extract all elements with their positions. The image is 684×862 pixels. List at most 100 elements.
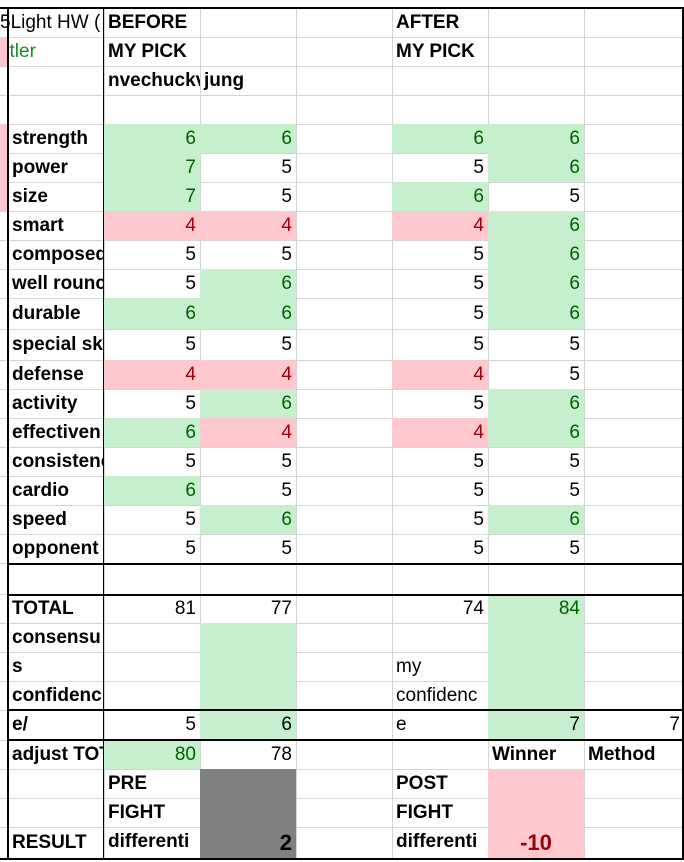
after-a-value[interactable]: 5 [473,333,484,355]
winner-header[interactable]: Winner [492,743,557,765]
after-b-value[interactable]: 6 [488,298,584,329]
stat-label[interactable]: power [12,156,68,178]
adjust-before-a[interactable]: 80 [104,740,200,769]
after-b-value[interactable]: 5 [569,479,580,501]
before-b-value[interactable]: 5 [281,537,292,559]
after-a-value[interactable]: 5 [473,243,484,265]
before-b-value[interactable]: 5 [281,156,292,178]
after-a-value[interactable]: 5 [473,479,484,501]
stat-label[interactable]: effectiven [12,421,101,443]
after-b-value[interactable]: 5 [569,185,580,207]
pre-fight-label[interactable]: PREFIGHTdifferential [104,769,200,858]
before-b-value[interactable]: 6 [200,389,296,418]
total-before-b[interactable]: 77 [270,597,292,619]
consensus-label[interactable]: consensu s confidenc e/ [8,623,104,740]
after-b-value[interactable]: 6 [488,211,584,240]
stat-label[interactable]: activity [12,392,78,414]
after-a-value[interactable]: 5 [473,537,484,559]
before-a-value[interactable]: 4 [104,360,200,389]
after-b-value[interactable]: 5 [569,363,580,385]
fighter-a-name[interactable]: nvechuckv [108,69,200,91]
after-b-value[interactable]: 6 [488,389,584,418]
header-left-sub[interactable]: stler [0,40,36,62]
after-b-value[interactable]: 6 [488,505,584,534]
adjust-total-label[interactable]: adjust TOT [12,743,104,765]
consensus-before-b-fill[interactable] [200,623,296,740]
stat-label[interactable]: composed [12,243,104,265]
before-b-value[interactable]: 6 [200,124,296,153]
stat-label[interactable]: opponent [12,537,99,559]
before-a-value[interactable]: 6 [104,298,200,329]
stat-label[interactable]: consistenc [12,450,104,472]
after-b-value[interactable]: 6 [488,418,584,447]
before-b-value[interactable]: 5 [281,243,292,265]
after-a-value[interactable]: 5 [473,508,484,530]
confidence-after-fill[interactable] [488,623,584,740]
stat-label[interactable]: durable [12,302,81,324]
before-a-value[interactable]: 5 [185,243,196,265]
stat-label[interactable]: strength [12,127,88,149]
stat-label[interactable]: defense [12,363,84,385]
stat-label[interactable]: special ski [12,333,104,355]
before-a-value[interactable]: 5 [185,537,196,559]
confidence-after-b[interactable]: 7 [569,714,580,735]
after-b-value[interactable]: 5 [569,537,580,559]
after-a-value[interactable]: 6 [392,124,488,153]
pre-fight-fill[interactable] [200,769,296,858]
before-b-value[interactable]: 5 [281,450,292,472]
after-a-value[interactable]: 5 [473,156,484,178]
before-a-value[interactable]: 5 [185,392,196,414]
pre-fight-value[interactable]: 2 [279,829,292,855]
after-a-value[interactable]: 6 [392,182,488,211]
after-header[interactable]: AFTER [396,11,460,33]
total-after-a[interactable]: 74 [462,597,484,619]
stat-label[interactable]: size [12,185,48,207]
before-b-value[interactable]: 5 [281,479,292,501]
total-label[interactable]: TOTAL [12,597,74,619]
after-b-value[interactable]: 6 [488,269,584,298]
adjust-before-b[interactable]: 78 [270,743,292,765]
after-a-value[interactable]: 5 [473,302,484,324]
before-b-value[interactable]: 4 [200,418,296,447]
post-fight-fill[interactable] [488,769,584,858]
before-b-value[interactable]: 6 [200,505,296,534]
before-a-value[interactable]: 5 [185,508,196,530]
before-b-value[interactable]: 5 [281,185,292,207]
before-a-value[interactable]: 6 [104,476,200,505]
header-left-label[interactable]: 5Light HW ( [0,11,101,33]
consensus-before-b[interactable]: 6 [281,714,292,735]
before-a-value[interactable]: 6 [104,418,200,447]
after-b-value[interactable]: 5 [569,450,580,472]
confidence-extra[interactable]: 7 [669,714,680,735]
after-b-value[interactable]: 6 [488,240,584,269]
after-a-value[interactable]: 5 [473,392,484,414]
result-label[interactable]: RESULT [12,831,87,853]
after-b-value[interactable]: 5 [569,333,580,355]
method-header[interactable]: Method [588,743,656,765]
after-subheader[interactable]: MY PICK [396,40,475,62]
fighter-b-name[interactable]: jung [204,69,245,91]
before-a-value[interactable]: 5 [185,272,196,294]
post-fight-label[interactable]: POSTFIGHTdifferential [392,769,488,858]
before-b-value[interactable]: 4 [200,360,296,389]
before-a-value[interactable]: 7 [104,182,200,211]
after-a-value[interactable]: 5 [473,450,484,472]
my-confidence-label[interactable]: my confidenc e [392,652,488,740]
stat-label[interactable]: cardio [12,479,70,501]
stat-label[interactable]: speed [12,508,67,530]
before-a-value[interactable]: 7 [104,153,200,182]
after-b-value[interactable]: 6 [488,153,584,182]
after-a-value[interactable]: 4 [392,418,488,447]
before-a-value[interactable]: 6 [104,124,200,153]
before-a-value[interactable]: 4 [104,211,200,240]
before-b-value[interactable]: 6 [200,298,296,329]
total-after-b[interactable]: 84 [488,594,584,623]
before-a-value[interactable]: 5 [185,450,196,472]
post-fight-value[interactable]: -10 [520,829,552,855]
before-header[interactable]: BEFORE [108,11,188,33]
before-a-value[interactable]: 5 [185,333,196,355]
before-b-value[interactable]: 6 [200,269,296,298]
before-b-value[interactable]: 4 [200,211,296,240]
total-before-a[interactable]: 81 [174,597,196,619]
stat-label[interactable]: smart [12,214,64,236]
